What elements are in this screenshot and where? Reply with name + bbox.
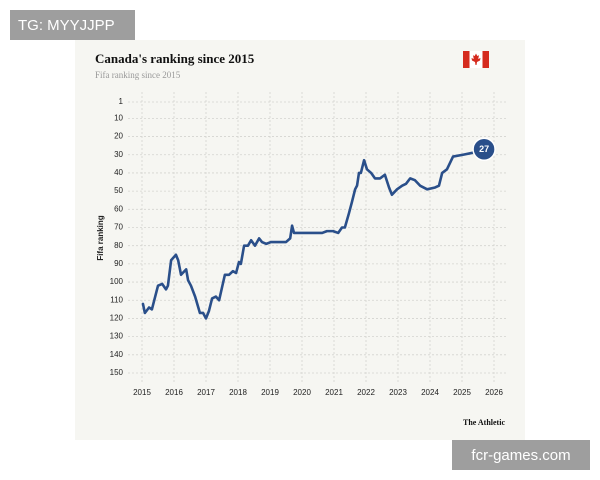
end-value-label: 27 [479, 144, 489, 154]
chart-subtitle: Fifa ranking since 2015 [95, 70, 181, 80]
x-tick-label: 2023 [389, 388, 407, 397]
end-marker [472, 137, 496, 162]
y-tick-label: 140 [110, 350, 124, 359]
y-tick-label: 1 [119, 97, 124, 106]
x-tick-label: 2019 [261, 388, 279, 397]
y-tick-label: 100 [110, 277, 124, 286]
y-axis-label: Fifa ranking [96, 215, 105, 260]
y-tick-label: 90 [114, 259, 123, 268]
y-tick-label: 40 [114, 168, 123, 177]
y-tick-label: 150 [110, 368, 124, 377]
y-tick-label: 120 [110, 314, 124, 323]
y-tick-label: 70 [114, 223, 123, 232]
y-tick-label: 50 [114, 186, 123, 195]
y-tick-label: 30 [114, 150, 123, 159]
source: The Athletic [463, 418, 505, 427]
plot: 1102030405060708090100110120130140150201… [110, 92, 508, 397]
y-tick-label: 80 [114, 241, 123, 250]
x-tick-label: 2020 [293, 388, 311, 397]
x-tick-label: 2015 [133, 388, 151, 397]
x-tick-label: 2018 [229, 388, 247, 397]
x-tick-label: 2026 [485, 388, 503, 397]
chart-title: Canada's ranking since 2015 [95, 51, 255, 66]
watermark-box [452, 440, 590, 470]
y-tick-label: 60 [114, 204, 123, 213]
watermark: fcr-games.com [471, 447, 570, 464]
y-tick-label: 10 [114, 113, 123, 122]
y-tick-label: 130 [110, 332, 124, 341]
x-tick-label: 2025 [453, 388, 471, 397]
watermark-box [10, 10, 135, 40]
x-tick-label: 2017 [197, 388, 215, 397]
x-tick-label: 2024 [421, 388, 439, 397]
chart-card [75, 40, 525, 440]
watermark: TG: MYYJJPP [18, 17, 115, 34]
x-tick-label: 2021 [325, 388, 343, 397]
x-tick-label: 2022 [357, 388, 375, 397]
y-tick-label: 20 [114, 132, 123, 141]
x-tick-label: 2016 [165, 388, 183, 397]
y-tick-label: 110 [110, 295, 123, 304]
canada-flag [463, 51, 489, 68]
ranking-line [141, 147, 486, 320]
